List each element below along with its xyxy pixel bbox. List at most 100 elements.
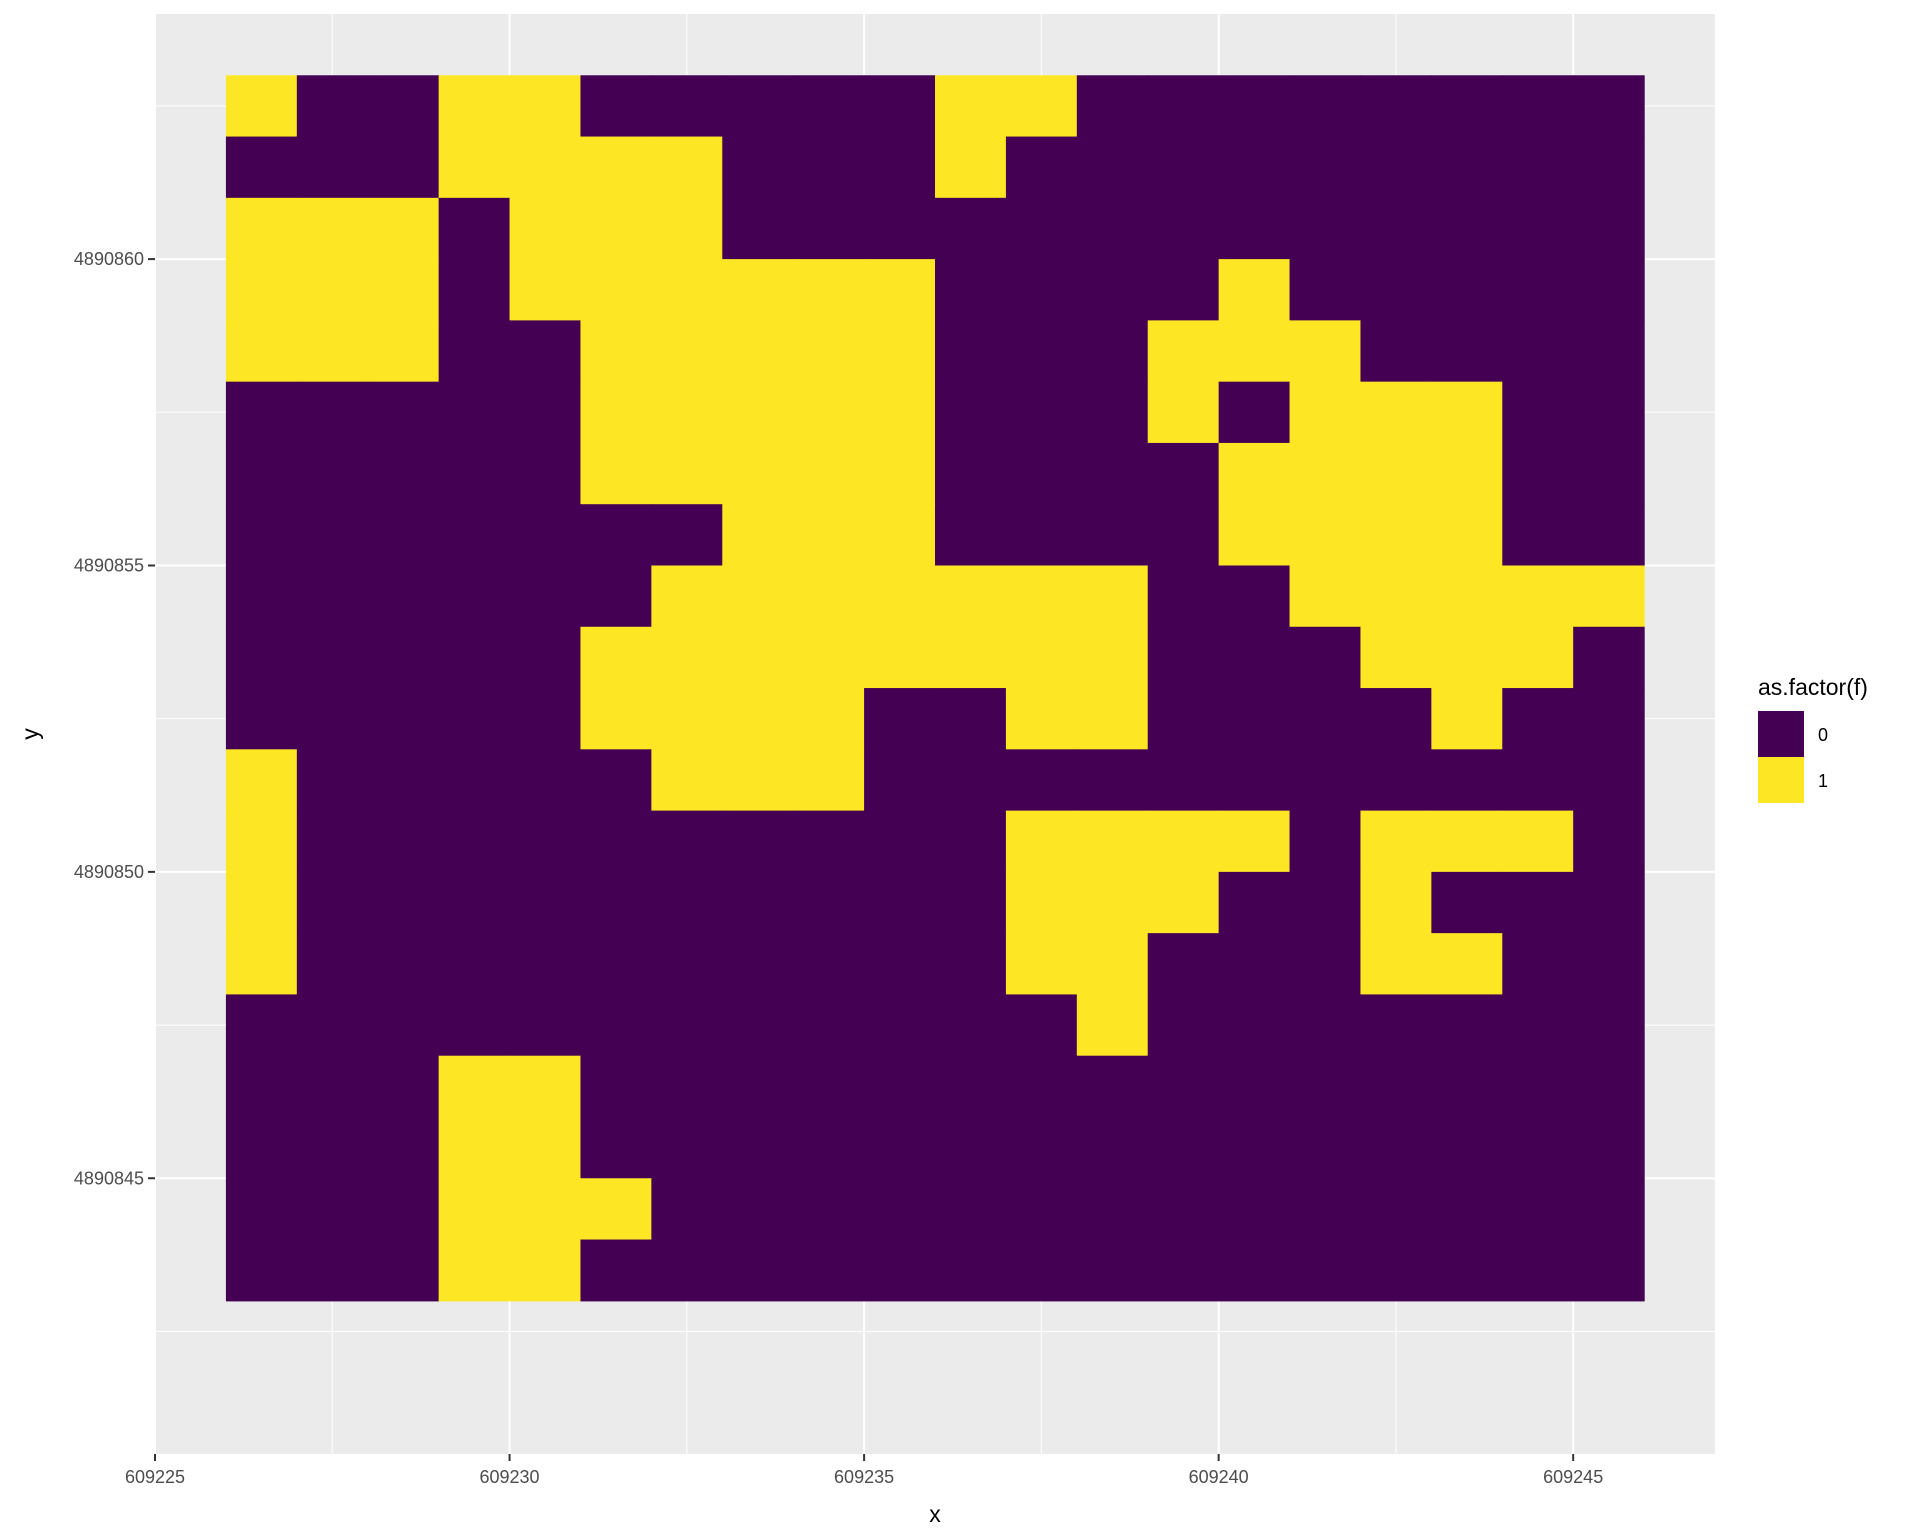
raster-cell bbox=[651, 626, 723, 689]
raster-cell bbox=[1218, 749, 1291, 812]
raster-cell bbox=[793, 197, 865, 260]
raster-cell bbox=[1360, 933, 1432, 996]
raster-cell bbox=[793, 1055, 865, 1118]
raster-cell bbox=[1289, 320, 1362, 383]
raster-cell bbox=[651, 1178, 723, 1241]
raster-cell bbox=[580, 626, 652, 689]
raster-cell bbox=[1431, 1178, 1503, 1241]
raster-cell bbox=[1147, 136, 1220, 199]
raster-cell bbox=[1431, 565, 1503, 628]
raster-cell bbox=[438, 442, 511, 505]
raster-cell bbox=[1289, 810, 1362, 873]
raster-cell bbox=[296, 871, 369, 934]
raster-cell bbox=[1147, 688, 1220, 750]
raster-cell bbox=[1431, 871, 1503, 934]
raster-cell bbox=[651, 871, 723, 934]
raster-cell bbox=[580, 259, 652, 321]
raster-cell bbox=[864, 1239, 936, 1302]
raster-cell bbox=[722, 259, 794, 321]
raster-cell bbox=[1218, 810, 1291, 873]
raster-cell bbox=[1076, 933, 1149, 996]
raster-cell bbox=[722, 626, 794, 689]
raster-cell bbox=[1573, 1178, 1645, 1241]
raster-cell bbox=[367, 810, 440, 873]
raster-cell bbox=[225, 933, 298, 996]
raster-cell bbox=[580, 1116, 652, 1179]
raster-cell bbox=[935, 320, 1007, 383]
legend-title: as.factor(f) bbox=[1758, 674, 1868, 700]
raster-cell bbox=[793, 1178, 865, 1241]
legend-label-0: 0 bbox=[1818, 725, 1828, 745]
legend-key-1 bbox=[1758, 757, 1804, 803]
raster-cell bbox=[1573, 320, 1645, 383]
raster-cell bbox=[1289, 994, 1362, 1057]
raster-cell bbox=[651, 1116, 723, 1179]
raster-cell bbox=[1218, 197, 1291, 260]
raster-cell bbox=[1431, 320, 1503, 383]
raster-cell bbox=[864, 565, 936, 628]
raster-cell bbox=[1502, 1239, 1574, 1302]
raster-cell bbox=[225, 565, 298, 628]
raster-cell bbox=[580, 994, 652, 1057]
raster-cell bbox=[651, 320, 723, 383]
raster-cell bbox=[1360, 1239, 1432, 1302]
raster-cell bbox=[864, 1055, 936, 1118]
raster-cell bbox=[509, 688, 582, 750]
raster-cell bbox=[1573, 1055, 1645, 1118]
raster-cell bbox=[935, 136, 1007, 199]
raster-cell bbox=[1289, 1116, 1362, 1179]
raster-cell bbox=[722, 871, 794, 934]
raster-cell bbox=[793, 871, 865, 934]
raster-cell bbox=[1076, 688, 1149, 750]
raster-cell bbox=[296, 442, 369, 505]
raster-cell bbox=[296, 381, 369, 444]
raster-cell bbox=[1360, 197, 1432, 260]
raster-cell bbox=[225, 197, 298, 260]
raster-cell bbox=[1076, 1116, 1149, 1179]
raster-cell bbox=[580, 565, 652, 628]
raster-cell bbox=[225, 749, 298, 812]
raster-cell bbox=[1431, 749, 1503, 812]
raster-cell bbox=[651, 381, 723, 444]
raster-cell bbox=[296, 75, 369, 138]
legend-label-1: 1 bbox=[1818, 771, 1828, 791]
raster-cell bbox=[1218, 871, 1291, 934]
raster-cell bbox=[935, 810, 1007, 873]
raster-cell bbox=[651, 933, 723, 996]
raster-cell bbox=[1147, 320, 1220, 383]
raster-cell bbox=[1431, 442, 1503, 505]
raster-cell bbox=[296, 1178, 369, 1241]
raster-cell bbox=[580, 320, 652, 383]
raster-cell bbox=[1218, 75, 1291, 138]
raster-cell bbox=[864, 688, 936, 750]
raster-cell bbox=[509, 136, 582, 199]
raster-cell bbox=[864, 994, 936, 1057]
raster-cell bbox=[1076, 197, 1149, 260]
raster-cell bbox=[1573, 75, 1645, 138]
raster-cell bbox=[651, 442, 723, 505]
raster-cell bbox=[225, 75, 298, 138]
y-axis-title: y bbox=[17, 728, 43, 740]
raster-cell bbox=[509, 197, 582, 260]
raster-cell bbox=[1289, 442, 1362, 505]
raster-cell bbox=[1218, 626, 1291, 689]
raster-cell bbox=[793, 136, 865, 199]
raster-cell bbox=[1502, 136, 1574, 199]
raster-cell bbox=[1431, 626, 1503, 689]
raster-cell bbox=[1289, 1178, 1362, 1241]
raster-cell bbox=[509, 320, 582, 383]
raster-cell bbox=[651, 197, 723, 260]
raster-cell bbox=[367, 442, 440, 505]
raster-cell bbox=[1005, 994, 1078, 1057]
raster-cell bbox=[1147, 504, 1220, 567]
raster-cell bbox=[1147, 871, 1220, 934]
raster-cell bbox=[1502, 933, 1574, 996]
raster-cell bbox=[225, 1116, 298, 1179]
raster-cell bbox=[864, 504, 936, 567]
raster-cell bbox=[438, 136, 511, 199]
raster-cell bbox=[722, 1178, 794, 1241]
raster-cell bbox=[580, 442, 652, 505]
raster-cell bbox=[651, 1239, 723, 1302]
raster-cell bbox=[1431, 75, 1503, 138]
raster-cell bbox=[296, 565, 369, 628]
